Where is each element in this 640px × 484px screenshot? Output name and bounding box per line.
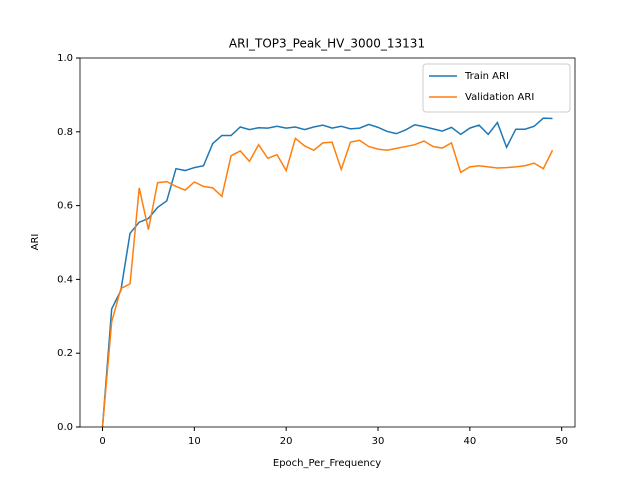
x-tick-label: 40 — [463, 436, 476, 447]
chart-title: ARI_TOP3_Peak_HV_3000_13131 — [229, 37, 425, 51]
legend-label: Train ARI — [464, 71, 509, 82]
y-tick-label: 0.2 — [57, 348, 73, 359]
x-tick-label: 50 — [555, 436, 568, 447]
series-line — [101, 137, 554, 428]
series-line — [101, 117, 553, 428]
x-tick-label: 0 — [99, 436, 105, 447]
x-tick-label: 20 — [280, 436, 293, 447]
x-axis-label: Epoch_Per_Frequency — [273, 458, 381, 469]
y-tick-label: 0.8 — [57, 127, 73, 138]
x-tick-label: 10 — [188, 436, 201, 447]
y-axis-label: ARI — [30, 234, 41, 251]
x-tick-label: 30 — [372, 436, 385, 447]
y-tick-label: 0.4 — [57, 274, 73, 285]
legend-box — [422, 63, 571, 113]
y-tick-label: 0.0 — [57, 422, 73, 433]
legend-label: Validation ARI — [465, 92, 534, 103]
axes-frame — [79, 57, 576, 428]
y-tick-label: 0.6 — [57, 201, 73, 212]
y-tick-label: 1.0 — [57, 53, 73, 64]
